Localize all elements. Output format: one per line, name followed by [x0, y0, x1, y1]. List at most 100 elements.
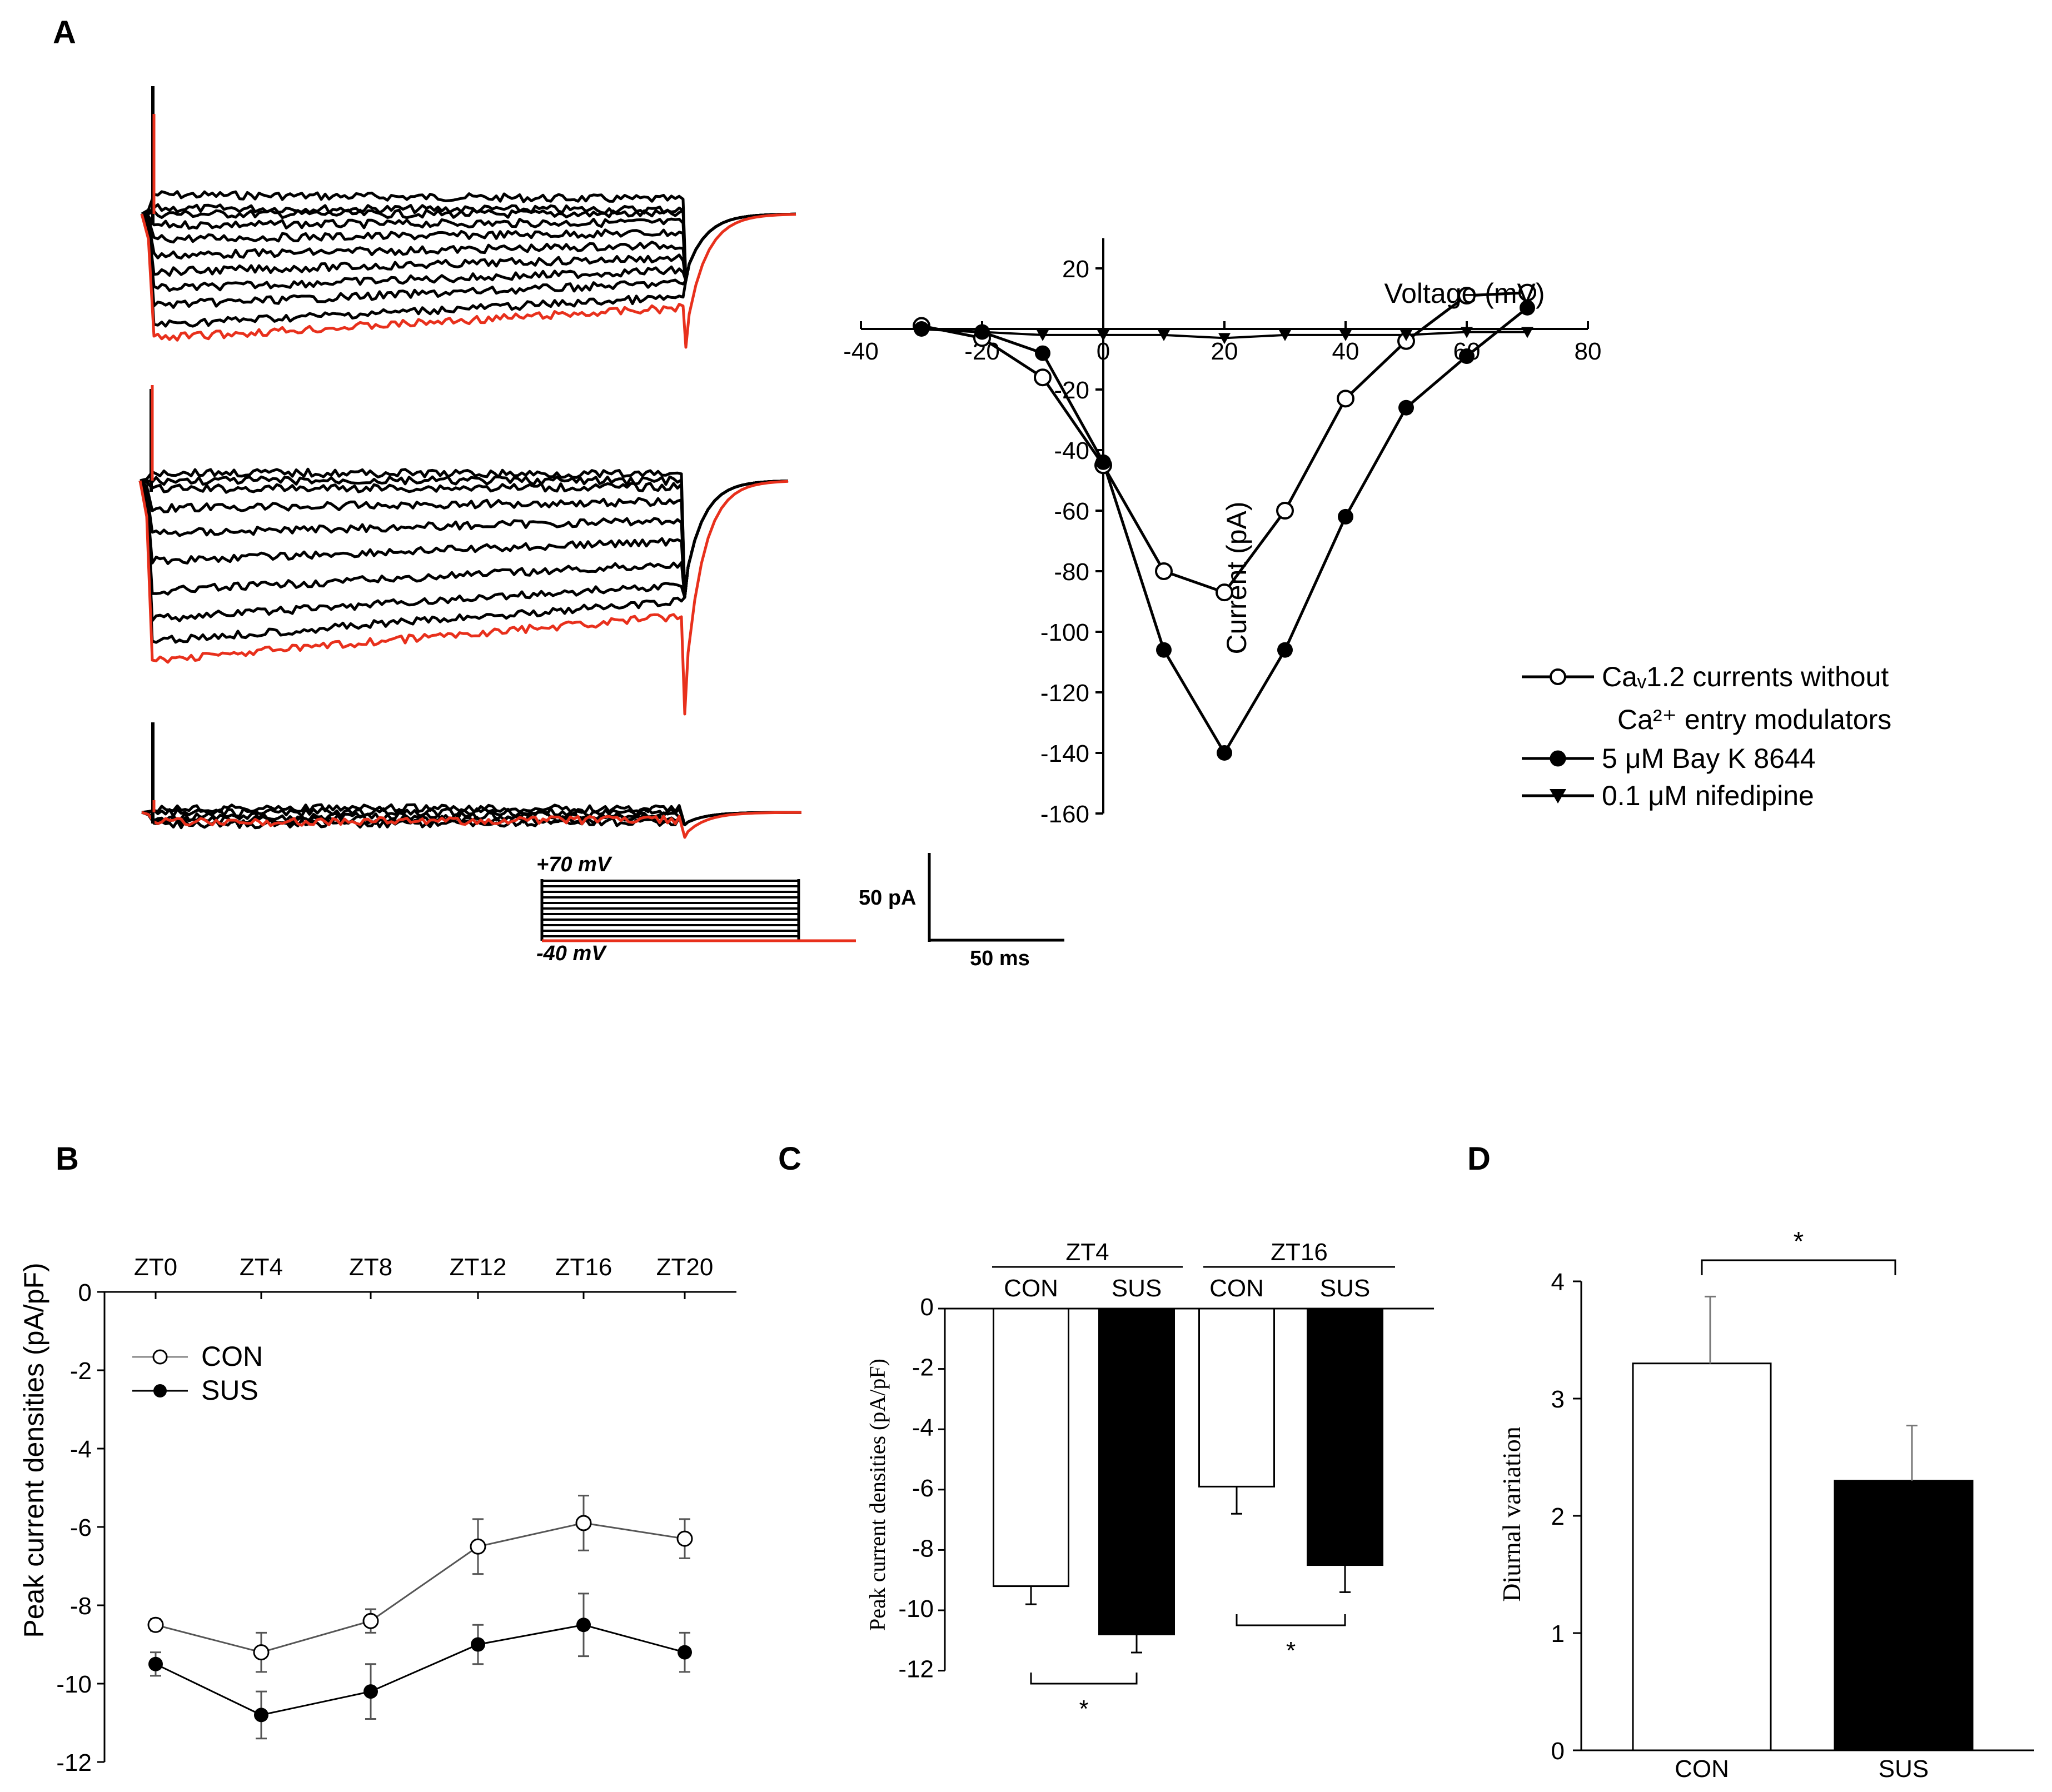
iv-y-tick-label: -100 — [1040, 619, 1089, 646]
iv-legend-series2: 5 μM Bay K 8644 — [1602, 743, 1816, 774]
c-significance-bracket — [1236, 1614, 1346, 1626]
iv-legend-series1-line1: Caᵥ1.2 currents without — [1602, 661, 1889, 692]
c-y-tick-label: -2 — [912, 1354, 934, 1381]
current-trace — [138, 480, 789, 599]
iv-point-filled — [1035, 345, 1050, 361]
b-y-tick-label: -10 — [56, 1671, 92, 1698]
iv-point-open — [1034, 368, 1052, 387]
b-point-sus — [576, 1618, 591, 1633]
iv-chart: -40-2002040608020-20-40-60-80-100-120-14… — [843, 238, 1891, 828]
iv-y-tick-label: -20 — [1054, 377, 1089, 404]
b-x-tick-label: ZT4 — [240, 1254, 283, 1281]
current-trace — [140, 213, 796, 349]
b-legend: CON SUS — [132, 1341, 263, 1406]
c-y-tick-label: -10 — [898, 1595, 934, 1623]
legend-marker-filled-circle — [1550, 750, 1566, 767]
b-x-tick-label: ZT20 — [656, 1254, 714, 1281]
legend-marker-filled-circle — [153, 1384, 167, 1397]
d-bar-con — [1632, 1362, 1772, 1751]
b-y-tick-label: -8 — [70, 1593, 92, 1620]
b-x-tick-label: ZT8 — [349, 1254, 392, 1281]
b-point-sus — [254, 1708, 268, 1723]
b-y-tick-label: -4 — [70, 1436, 92, 1463]
b-point-con — [676, 1530, 693, 1547]
b-point-sus — [148, 1656, 163, 1671]
c-category-label: SUS — [1320, 1275, 1370, 1302]
iv-point-filled — [1217, 745, 1232, 761]
b-point-con — [470, 1538, 486, 1555]
iv-point-filled — [1520, 300, 1535, 316]
current-trace — [139, 480, 789, 599]
iv-point-open — [1216, 583, 1233, 602]
iv-point-open — [1458, 287, 1476, 305]
current-trace — [141, 811, 801, 830]
b-y-tick-label: -2 — [70, 1357, 92, 1385]
b-point-sus — [471, 1637, 485, 1652]
iv-point-triangle — [1097, 330, 1109, 341]
panel-label-c: C — [778, 1141, 801, 1177]
iv-legend-series3: 0.1 μM nifedipine — [1602, 780, 1814, 811]
current-traces — [138, 86, 802, 839]
current-trace — [140, 212, 796, 292]
panel-label-a: A — [53, 14, 76, 51]
c-group-label: ZT4 — [1065, 1239, 1109, 1266]
b-x-tick-label: ZT12 — [450, 1254, 507, 1281]
d-y-tick-label: 3 — [1551, 1386, 1565, 1413]
chart-b: 0 -2 -4 -6 -8 -10 -12 ZT0 ZT4 ZT8 ZT12 ZT16 ZT20 Pea… — [18, 1254, 736, 1776]
iv-point-triangle — [1158, 330, 1170, 341]
current-trace — [138, 480, 789, 622]
c-category-label: CON — [1004, 1275, 1058, 1302]
c-y-tick-label: -12 — [898, 1656, 934, 1683]
c-y-tick-label: -8 — [912, 1535, 934, 1562]
current-trace — [140, 479, 789, 599]
iv-point-filled — [1398, 400, 1414, 416]
current-trace — [141, 212, 796, 282]
iv-point-triangle — [1400, 330, 1412, 341]
legend-marker-triangle — [1550, 789, 1566, 803]
b-point-con — [575, 1515, 592, 1531]
c-category-label: CON — [1209, 1275, 1264, 1302]
chart-c: 0 -2 -4 -6 -8 -10 -12 ZT4 ZT16 CON SUS CON SUS * * Pe… — [865, 1239, 1434, 1723]
iv-point-triangle — [1461, 327, 1473, 338]
b-ylabel: Peak current densities (pA/pF) — [18, 1262, 49, 1638]
c-y-tick-label: 0 — [920, 1294, 934, 1321]
iv-point-triangle — [1521, 327, 1533, 338]
iv-point-open — [1276, 502, 1294, 520]
legend-marker-open-circle — [152, 1349, 168, 1365]
iv-point-filled — [1459, 348, 1475, 365]
iv-point-filled — [1277, 642, 1293, 658]
current-trace — [138, 480, 789, 599]
current-trace — [140, 475, 789, 599]
iv-y-tick-label: -80 — [1054, 558, 1089, 586]
b-point-sus — [678, 1645, 692, 1660]
current-trace — [140, 212, 796, 282]
chart-d: 0 1 2 3 4 CON SUS * Diurnal variation — [1497, 1227, 2034, 1783]
b-series-line — [155, 1522, 685, 1654]
iv-x-tick-label: 40 — [1332, 338, 1359, 365]
c-significance-star: * — [1079, 1695, 1088, 1723]
c-y-tick-label: -6 — [912, 1475, 934, 1502]
iv-y-tick-label: -120 — [1040, 680, 1089, 707]
current-trace — [141, 190, 796, 282]
d-significance-star: * — [1794, 1227, 1804, 1256]
iv-point-triangle — [1037, 330, 1049, 341]
current-trace — [142, 208, 796, 282]
d-y-tick-label: 1 — [1551, 1620, 1565, 1648]
b-y-tick-label: -12 — [56, 1749, 92, 1776]
b-x-tick-label: ZT16 — [555, 1254, 612, 1281]
iv-point-open — [1337, 390, 1354, 408]
b-point-con — [147, 1616, 164, 1633]
iv-point-triangle — [915, 324, 928, 335]
protocol-bottom-label: -40 mV — [536, 942, 607, 965]
iv-point-filled — [1338, 508, 1353, 525]
iv-x-tick-label: 0 — [1097, 338, 1110, 365]
b-x-tick-label: ZT0 — [134, 1254, 177, 1281]
current-trace — [138, 480, 789, 599]
iv-point-triangle — [1279, 330, 1291, 341]
current-trace — [141, 811, 802, 839]
c-significance-bracket — [1030, 1673, 1138, 1685]
d-y-tick-label: 4 — [1551, 1269, 1565, 1296]
c-ylabel: Peak current densities (pA/pF) — [865, 1359, 890, 1631]
protocol-top-label: +70 mV — [536, 853, 612, 876]
